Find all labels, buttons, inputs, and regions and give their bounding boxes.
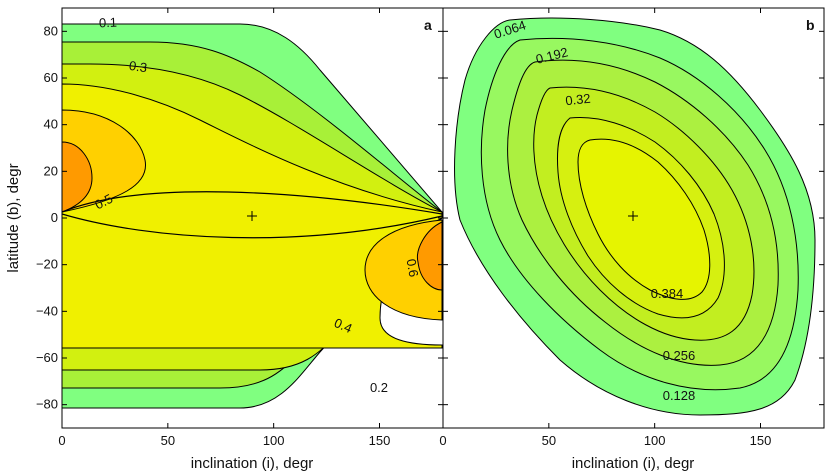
panel-b-letter: b: [806, 17, 815, 33]
y-axis-label: latitude (b), degr: [5, 163, 22, 272]
panel-b-contour-label: 0.256: [663, 348, 696, 363]
panel-a-band-level-5: [62, 109, 443, 321]
panel-a-contour-label: 0.3: [128, 58, 148, 75]
axis-ticks: [61, 8, 824, 428]
ytick-label: 80: [44, 23, 58, 38]
panel-a-center-marker: [247, 211, 257, 221]
panel-a-contour-label: 0.6: [404, 258, 422, 278]
ytick-label: −40: [36, 303, 58, 318]
ytick-label: −80: [36, 397, 58, 412]
tick-labels: 0 50 100 150 −80 −60 −40 −20 0 20 40 60 80 0 50 100 150: [36, 23, 771, 448]
panel-b-contour-label: 0.384: [651, 286, 684, 301]
panel-b: [454, 17, 816, 416]
panel-a-contour-label: 0.1: [99, 15, 118, 31]
panel-a-xtick-label: 0: [58, 433, 65, 448]
panel-b-contour-label: 0.32: [565, 91, 592, 109]
panel-a-xtick-label: 150: [369, 433, 391, 448]
panel-a-contour-label: 0.2: [370, 380, 388, 395]
panel-a-x-axis-label: inclination (i), degr: [191, 455, 314, 472]
contour-labels: 0.10.30.50.60.40.20.0640.1920.320.3840.2…: [92, 15, 696, 403]
ytick-label: 40: [44, 117, 58, 132]
panel-a-xtick-label: 100: [263, 433, 285, 448]
ytick-label: −60: [36, 350, 58, 365]
panel-b-xtick-label: 100: [644, 433, 666, 448]
panel-b-xtick-label: 150: [750, 433, 772, 448]
panel-a-wedge-upper: [62, 191, 443, 215]
panel-b-contour-label: 0.128: [663, 388, 696, 403]
ytick-label: 0: [51, 210, 58, 225]
panel-a-wedge-lower: [62, 213, 443, 239]
panel-a-contour-label: 0.5: [92, 191, 115, 213]
panel-b-center-marker: [628, 211, 638, 221]
ytick-label: −20: [36, 257, 58, 272]
panel-b-xtick-label: 0: [439, 433, 446, 448]
ytick-label: 20: [44, 163, 58, 178]
panel-b-band-level-6: [577, 138, 711, 300]
panel-b-xtick-label: 50: [542, 433, 556, 448]
panel-a-contour-label: 0.4: [332, 315, 355, 336]
ytick-label: 60: [44, 70, 58, 85]
panel-a-xtick-label: 50: [161, 433, 175, 448]
panel-b-x-axis-label: inclination (i), degr: [572, 455, 695, 472]
panel-a-letter: a: [424, 17, 432, 33]
